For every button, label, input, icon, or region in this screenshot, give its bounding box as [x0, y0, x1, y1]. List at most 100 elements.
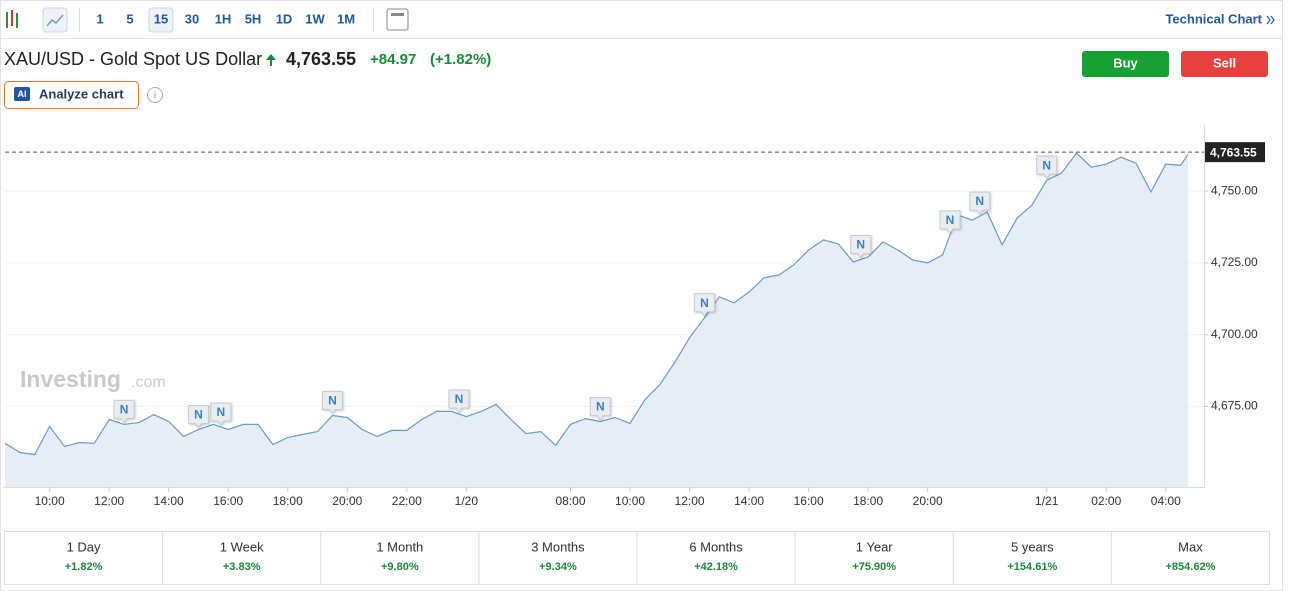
plot: 4,675.00 4,700.00 4,725.00 4,750.00 10:00 12:… — [4, 142, 1265, 508]
news-marker-label: N — [120, 403, 129, 417]
period-label[interactable]: 3 Months — [531, 539, 585, 554]
period-change: +9.34% — [539, 561, 577, 573]
x-tick-label: 18:00 — [273, 494, 303, 508]
interval-button[interactable]: 5 — [126, 11, 133, 26]
period-label[interactable]: 1 Week — [220, 539, 264, 554]
news-marker[interactable] — [210, 402, 232, 426]
news-marker[interactable] — [321, 390, 343, 415]
x-tick-label: 12:00 — [94, 494, 124, 508]
interval-button[interactable]: 1 — [96, 11, 103, 26]
interval-button[interactable]: 1M — [337, 11, 355, 26]
x-tick-label: 1/21 — [1035, 494, 1059, 508]
news-marker[interactable] — [939, 210, 961, 234]
x-tick-label: 10:00 — [615, 494, 645, 508]
indicator-icon[interactable] — [386, 8, 409, 31]
x-tick-label: 16:00 — [794, 494, 824, 508]
y-tick-label: 4,725.00 — [1211, 255, 1258, 269]
x-tick-label: 22:00 — [392, 494, 422, 508]
price-change: +84.97 — [370, 51, 416, 68]
period-change: +3.83% — [223, 561, 261, 573]
x-tick-label: 16:00 — [213, 494, 243, 508]
watermark-domain: .com — [131, 374, 166, 391]
interval-button[interactable]: 1W — [305, 11, 325, 26]
x-tick-label: 20:00 — [913, 494, 943, 508]
x-tick-label: 04:00 — [1151, 494, 1181, 508]
area-icon[interactable] — [42, 7, 68, 33]
ai-badge — [14, 87, 30, 101]
interval-button[interactable]: 1H — [215, 11, 232, 26]
buy-label: Buy — [1113, 55, 1138, 70]
news-marker[interactable] — [693, 293, 715, 317]
period-change: +1.82% — [65, 561, 103, 573]
x-tick-label: 14:00 — [734, 494, 764, 508]
sell-label: Sell — [1213, 55, 1236, 70]
interval-button[interactable]: 5H — [245, 11, 262, 26]
period-label[interactable]: 6 Months — [689, 539, 743, 554]
price-line — [4, 152, 1189, 456]
price: 4,763.55 — [286, 49, 356, 69]
x-tick-label: 14:00 — [154, 494, 184, 508]
ai-badge-text: AI — [18, 89, 27, 99]
price-change-pct: (+1.82%) — [430, 51, 491, 68]
candle-icon[interactable] — [6, 10, 18, 28]
news-marker-label: N — [216, 405, 225, 419]
news-marker-label: N — [194, 408, 203, 422]
up-arrow — [266, 54, 276, 66]
period-label[interactable]: 5 years — [1011, 539, 1054, 554]
selected-interval — [148, 7, 174, 33]
news-marker-label: N — [596, 400, 605, 414]
performance-cells: 1 Day +1.82% 1 Week +3.83% 1 Month +9.80% 3 Mo… — [65, 532, 1216, 584]
news-marker-label: N — [946, 213, 955, 227]
y-tick-label: 4,700.00 — [1211, 327, 1258, 341]
sell-button[interactable] — [1181, 51, 1268, 77]
period-change: +9.80% — [381, 561, 419, 573]
x-tick-label: 08:00 — [555, 494, 585, 508]
x-tick-label: 1/20 — [455, 494, 479, 508]
period-label[interactable]: 1 Year — [856, 539, 894, 554]
instrument-name: XAU/USD - Gold Spot US Dollar — [4, 49, 262, 69]
news-marker-label: N — [1042, 158, 1051, 172]
news-marker-label: N — [700, 296, 709, 310]
period-change: +154.61% — [1007, 561, 1057, 573]
period-change: +42.18% — [694, 561, 738, 573]
y-tick-label: 4,675.00 — [1211, 399, 1258, 413]
x-tick-label: 12:00 — [675, 494, 705, 508]
period-change: +854.62% — [1166, 561, 1216, 573]
news-marker[interactable] — [113, 399, 135, 424]
x-tick-label: 20:00 — [332, 494, 362, 508]
news-marker[interactable] — [448, 389, 470, 413]
x-tick-label: 02:00 — [1091, 494, 1121, 508]
x-tick-label: 18:00 — [853, 494, 883, 508]
interval-button[interactable]: 30 — [185, 11, 199, 26]
last-price-tag — [1205, 142, 1265, 163]
news-marker[interactable] — [187, 405, 209, 429]
news-marker[interactable] — [850, 234, 872, 259]
area-icon-line — [46, 14, 64, 27]
analyze-button[interactable] — [4, 81, 139, 109]
info-i: i — [154, 91, 156, 102]
area-fill — [5, 153, 1189, 487]
interval-button[interactable]: 15 — [154, 11, 168, 26]
news-marker[interactable] — [969, 191, 991, 215]
analyze-label: Analyze chart — [39, 86, 124, 101]
period-change: +75.90% — [852, 561, 896, 573]
info-icon[interactable] — [147, 87, 163, 103]
x-tick-label: 10:00 — [35, 494, 65, 508]
interval-button[interactable]: 1D — [276, 11, 293, 26]
news-marker-label: N — [455, 392, 464, 406]
period-label[interactable]: Max — [1178, 539, 1203, 554]
last-price-label: 4,763.55 — [1210, 145, 1257, 159]
news-marker-label: N — [328, 394, 337, 408]
news-marker-label: N — [975, 194, 984, 208]
news-marker[interactable] — [589, 396, 611, 421]
news-marker-label: N — [856, 238, 865, 252]
news-marker[interactable] — [1036, 155, 1058, 179]
technical-chart-link[interactable]: Technical Chart — [1165, 11, 1262, 26]
period-label[interactable]: 1 Month — [376, 539, 423, 554]
link-chevron — [1266, 15, 1275, 25]
period-label[interactable]: 1 Day — [67, 539, 101, 554]
y-tick-label: 4,750.00 — [1211, 183, 1258, 197]
buy-button[interactable] — [1082, 51, 1169, 77]
